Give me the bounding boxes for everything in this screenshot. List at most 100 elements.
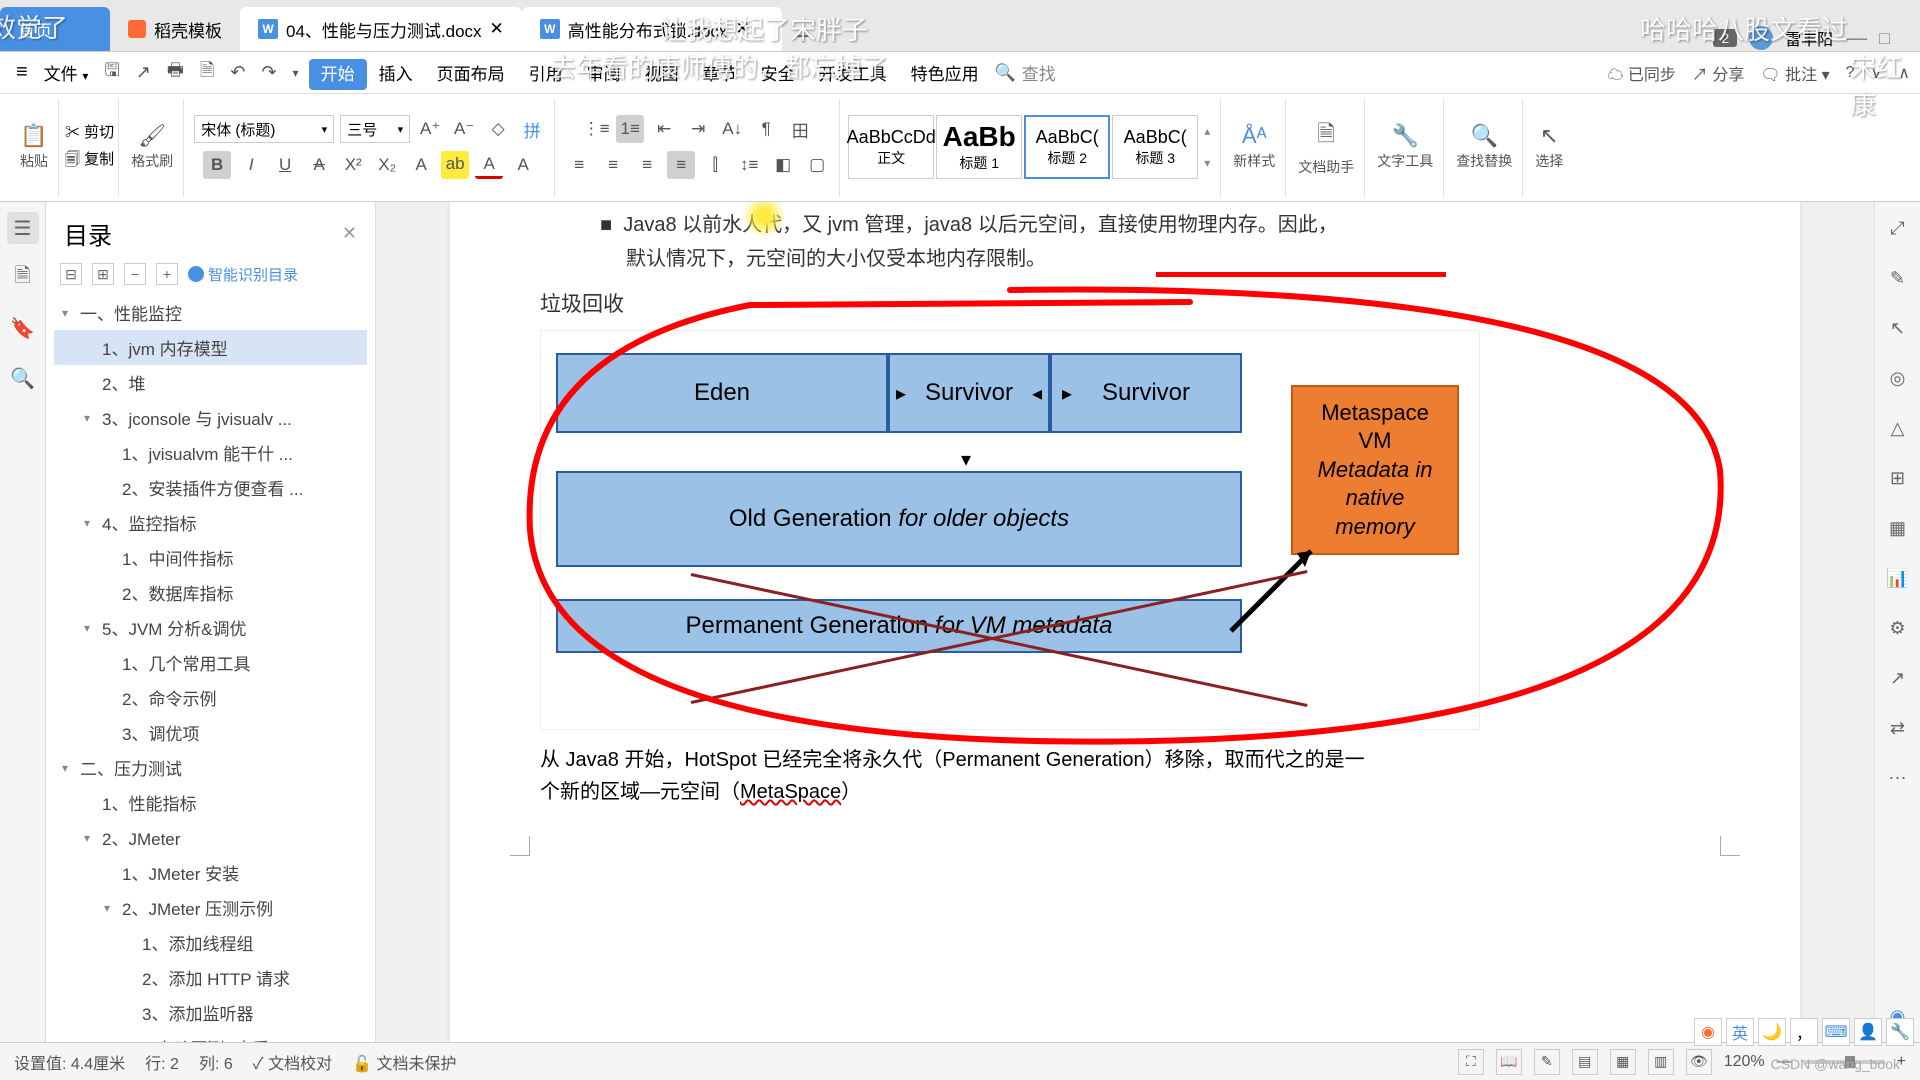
outline-item[interactable]: 2、命令示例 [54,680,367,715]
copy-button[interactable]: 🗐 复制 [65,148,114,174]
search-rail-icon[interactable]: 🔍 [7,362,39,394]
redo-icon[interactable]: ↷ [255,58,282,87]
cursor-icon[interactable]: ↖ [1882,312,1914,344]
help-icon[interactable]: ? [1846,64,1855,82]
bullets-button[interactable]: ⋮≡ [582,115,610,143]
outline-item[interactable]: 3、调优项 [54,715,367,750]
outline-item[interactable]: 1、性能指标 [54,785,367,820]
outline-item[interactable]: 1、添加线程组 [54,925,367,960]
export-icon[interactable]: ↗ [130,58,157,87]
outline-view-icon[interactable]: ▥ [1648,1049,1674,1075]
style-标题 1[interactable]: AaBb标题 1 [936,115,1022,179]
shrink-font-icon[interactable]: A⁻ [450,115,478,143]
char-shading-button[interactable]: A [509,151,537,179]
justify-button[interactable]: ≡ [667,151,695,179]
outline-item[interactable]: 1、jvisualvm 能干什 ... [54,435,367,470]
bold-button[interactable]: B [203,151,231,179]
outline-item[interactable]: ▾2、JMeter 压测示例 [54,890,367,925]
superscript-button[interactable]: X² [339,151,367,179]
sort-button[interactable]: A↓ [718,115,746,143]
paste-button[interactable]: 📋粘贴 [14,121,54,173]
comment-button[interactable]: 🗨 批注 ▾ [1760,61,1829,85]
find-replace-button[interactable]: 🔍查找替换 [1450,121,1518,173]
outline-item[interactable]: 1、几个常用工具 [54,645,367,680]
doc-helper-button[interactable]: 🗎文档助手 [1292,115,1360,179]
search-box[interactable]: 🔍 查找 [995,60,1056,85]
collapse-all-icon[interactable]: ⊞ [92,263,114,285]
close-outline-icon[interactable]: ✕ [342,223,357,244]
notification-badge[interactable]: 2 [1713,29,1737,47]
menu-安全[interactable]: 安全 [749,59,807,90]
outline-item[interactable]: 2、安装插件方便查看 ... [54,470,367,505]
text-tools-button[interactable]: 🔧文字工具 [1371,121,1439,173]
file-menu[interactable]: 文件 ▾ [38,60,95,85]
outline-item[interactable]: 2、数据库指标 [54,575,367,610]
text-effect-button[interactable]: A [407,151,435,179]
fullscreen-view-icon[interactable]: ⛶ [1458,1049,1484,1075]
outline-item[interactable]: 2、堆 [54,365,367,400]
underline-button[interactable]: U [271,151,299,179]
save-icon[interactable]: 🖫 [98,54,125,92]
highlight-button[interactable]: ab [441,151,469,179]
italic-button[interactable]: I [237,151,265,179]
menu-特色应用[interactable]: 特色应用 [899,59,991,90]
outline-item[interactable]: 2、添加 HTTP 请求 [54,960,367,995]
distribute-button[interactable]: ⫿ [701,151,729,179]
outline-item[interactable]: 3、添加监听器 [54,995,367,1030]
protect-status[interactable]: 🔓 文档未保护 [352,1050,456,1074]
location-icon[interactable]: ◎ [1882,362,1914,394]
menu-引用[interactable]: 引用 [517,59,575,90]
chart-icon[interactable]: 📊 [1882,562,1914,594]
clear-format-icon[interactable]: ◇ [484,115,512,143]
minimize-button[interactable]: — [1845,25,1867,51]
outline-item[interactable]: ▾二、压力测试 [54,750,367,785]
link-icon[interactable]: ↗ [1882,662,1914,694]
outline-item[interactable]: 1、jvm 内存模型 [54,330,367,365]
zoom-fit-icon[interactable]: ⤢ [1882,212,1914,244]
proof-status[interactable]: ✓ 文档校对 [253,1050,332,1074]
dropdown-icon[interactable]: ▾ [287,62,305,84]
menu-视图[interactable]: 视图 [633,59,691,90]
table-icon[interactable]: ⊞ [1882,462,1914,494]
outline-item[interactable]: ▾4、监控指标 [54,505,367,540]
numbering-button[interactable]: 1≡ [616,115,644,143]
shape-icon[interactable]: △ [1882,412,1914,444]
eye-view-icon[interactable]: 👁 [1686,1049,1712,1075]
flow-icon[interactable]: ⇄ [1882,712,1914,744]
hamburger-icon[interactable]: ≡ [10,61,34,84]
settings-icon[interactable]: ⚙ [1882,612,1914,644]
close-icon[interactable]: ✕ [735,19,749,39]
tab-doc2[interactable]: W高性能分布式锁.docx✕ [522,7,782,51]
style-标题 2[interactable]: AaBbC(标题 2 [1024,115,1110,179]
outline-rail-icon[interactable]: ☰ [7,212,39,244]
collapse-ribbon-icon[interactable]: ∨ [1871,63,1883,83]
cut-button[interactable]: ✂ 剪切 [65,121,114,142]
web-view-icon[interactable]: ▦ [1610,1049,1636,1075]
smart-toc-button[interactable]: 智能识别目录 [188,264,298,285]
menu-审阅[interactable]: 审阅 [575,59,633,90]
align-right-button[interactable]: ≡ [633,151,661,179]
bookmark-rail-icon[interactable]: 🔖 [7,312,39,344]
para-mark-button[interactable]: ¶ [752,115,780,143]
ime-bar[interactable]: ◉英🌙，⌨👤🔧 [1694,1018,1914,1046]
share-button[interactable]: ↗ 分享 [1692,61,1744,85]
page-rail-icon[interactable]: 🗎 [7,262,39,294]
align-left-button[interactable]: ≡ [565,151,593,179]
select-button[interactable]: ↖选择 [1529,121,1569,173]
preview-icon[interactable]: 🗎 [194,54,220,92]
read-view-icon[interactable]: 📖 [1496,1049,1522,1075]
undo-icon[interactable]: ↶ [224,58,251,87]
strike-button[interactable]: A [305,151,333,179]
outline-item[interactable]: 1、中间件指标 [54,540,367,575]
align-center-button[interactable]: ≡ [599,151,627,179]
subscript-button[interactable]: X₂ [373,151,401,179]
tab-doc1[interactable]: W04、性能与压力测试.docx✕ [240,7,522,51]
apps-icon[interactable]: ▦ [1882,512,1914,544]
outline-item[interactable]: 1、JMeter 安装 [54,855,367,890]
style-标题 3[interactable]: AaBbC(标题 3 [1112,115,1198,179]
border-button[interactable]: 田 [786,115,814,143]
new-tab-button[interactable]: + [782,23,824,51]
page-view-icon[interactable]: ▤ [1572,1049,1598,1075]
close-icon[interactable]: ✕ [490,19,504,39]
new-style-button[interactable]: Åᴬ新样式 [1227,121,1281,173]
